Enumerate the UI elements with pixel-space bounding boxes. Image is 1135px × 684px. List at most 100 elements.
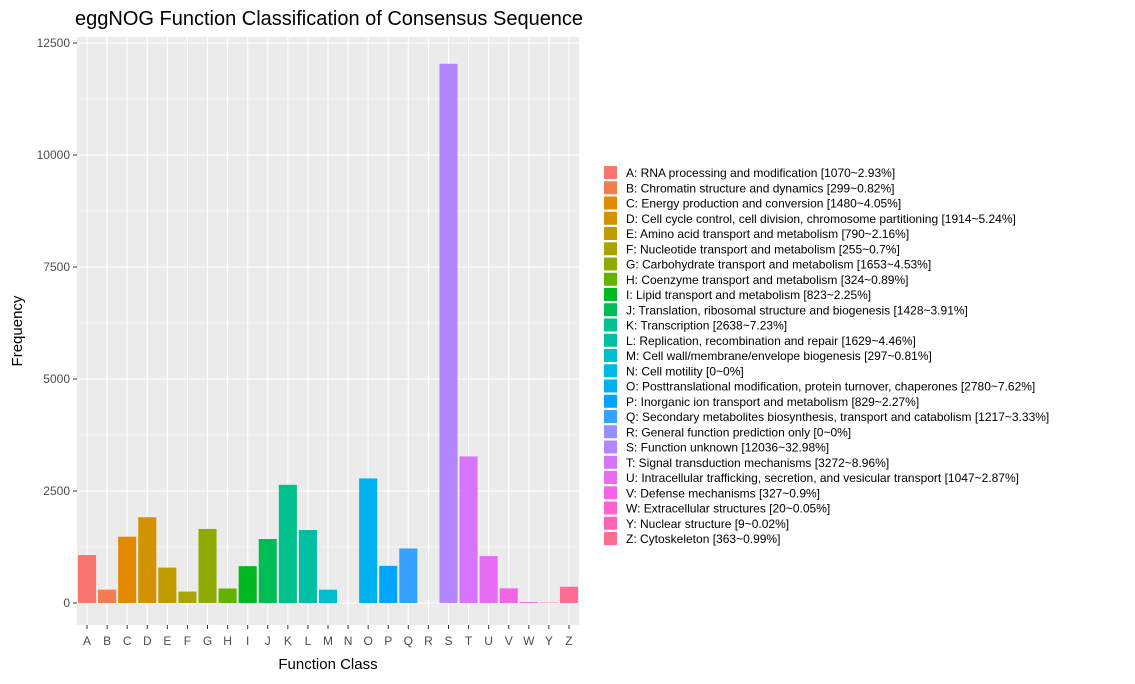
legend-swatch: [604, 455, 617, 469]
legend-swatch: [604, 242, 617, 256]
bar-M: [318, 589, 338, 603]
legend-swatch: [604, 410, 617, 423]
x-tick-label: T: [465, 634, 473, 648]
legend-label: S: Function unknown [12036~32.98%]: [626, 441, 829, 455]
legend-swatch: [604, 471, 617, 484]
x-tick-label: U: [484, 634, 493, 648]
legend-label: Y: Nuclear structure [9~0.02%]: [626, 517, 789, 531]
legend-swatch: [604, 318, 617, 332]
legend-swatch: [604, 227, 617, 240]
x-tick-label: Z: [565, 634, 572, 648]
x-tick-label: O: [363, 634, 372, 648]
bar-I: [238, 566, 257, 603]
bar-D: [138, 517, 157, 603]
bar-L: [298, 530, 317, 603]
legend-swatch: [604, 379, 617, 393]
y-tick-label: 12500: [37, 36, 71, 50]
legend: A: RNA processing and modification [1070…: [604, 166, 1049, 546]
x-tick-label: N: [344, 634, 353, 648]
legend-swatch: [604, 501, 617, 515]
bar-E: [158, 567, 177, 603]
legend-label: E: Amino acid transport and metabolism […: [626, 227, 909, 241]
x-tick-label: D: [143, 634, 152, 648]
legend-label: T: Signal transduction mechanisms [3272~…: [626, 456, 889, 470]
x-tick-label: M: [323, 634, 333, 648]
legend-swatch: [604, 364, 617, 378]
x-tick-label: V: [505, 634, 513, 648]
legend-swatch: [604, 166, 617, 179]
legend-label: W: Extracellular structures [20~0.05%]: [626, 502, 830, 516]
x-tick-label: Y: [545, 634, 553, 648]
legend-swatch: [604, 516, 617, 530]
y-tick-label: 7500: [43, 260, 70, 274]
legend-swatch: [604, 288, 617, 301]
legend-swatch: [604, 333, 617, 347]
legend-swatch: [604, 196, 617, 210]
x-tick-label: W: [523, 634, 535, 648]
legend-label: B: Chromatin structure and dynamics [299…: [626, 181, 894, 195]
x-tick-label: I: [246, 634, 249, 648]
bar-G: [198, 528, 217, 603]
bar-J: [258, 539, 277, 603]
bar-S: [439, 63, 458, 603]
legend-label: V: Defense mechanisms [327~0.9%]: [626, 486, 820, 500]
bars: [78, 63, 578, 603]
bar-U: [479, 556, 498, 603]
bar-Z: [559, 586, 578, 603]
bar-B: [98, 589, 117, 603]
bar-Q: [399, 548, 418, 603]
y-axis: 0 2500 5000 7500 10000 12500: [37, 36, 77, 610]
bar-W: [519, 602, 538, 603]
legend-label: D: Cell cycle control, cell division, ch…: [626, 212, 1016, 226]
y-axis-title: Frequency: [9, 295, 26, 366]
bar-H: [218, 588, 237, 603]
x-tick-label: R: [424, 634, 433, 648]
legend-label: C: Energy production and conversion [148…: [626, 197, 901, 211]
legend-swatch: [604, 486, 617, 500]
legend-label: M: Cell wall/membrane/envelope biogenesi…: [626, 349, 932, 363]
x-tick-label: H: [223, 634, 232, 648]
y-tick-label: 0: [63, 596, 70, 610]
y-tick-label: 10000: [37, 148, 71, 162]
legend-swatch: [604, 181, 617, 195]
x-tick-label: K: [284, 634, 292, 648]
x-tick-label: L: [305, 634, 312, 648]
bar-F: [178, 591, 197, 603]
legend-label: P: Inorganic ion transport and metabolis…: [626, 395, 919, 409]
legend-label: A: RNA processing and modification [1070…: [626, 166, 895, 180]
legend-label: J: Translation, ribosomal structure and …: [626, 303, 968, 317]
bar-C: [118, 536, 137, 603]
bar-K: [278, 484, 297, 603]
legend-label: L: Replication, recombination and repair…: [626, 334, 916, 348]
legend-swatch: [604, 272, 617, 286]
grid-lines: [77, 37, 579, 625]
y-tick-label: 2500: [43, 484, 70, 498]
bar-P: [379, 565, 398, 603]
chart-title: eggNOG Function Classification of Consen…: [75, 8, 583, 30]
legend-swatch: [604, 349, 617, 362]
bar-A: [78, 555, 97, 603]
legend-swatch: [604, 425, 617, 439]
legend-label: U: Intracellular trafficking, secretion,…: [626, 471, 1019, 485]
legend-label: O: Posttranslational modification, prote…: [626, 380, 1035, 394]
legend-label: H: Coenzyme transport and metabolism [32…: [626, 273, 908, 287]
legend-label: Q: Secondary metabolites biosynthesis, t…: [626, 410, 1049, 424]
x-tick-label: S: [444, 634, 452, 648]
bar-V: [499, 588, 518, 603]
legend-swatch: [604, 211, 617, 225]
legend-swatch: [604, 303, 617, 317]
x-tick-label: Q: [404, 634, 413, 648]
x-tick-label: F: [184, 634, 191, 648]
legend-swatch: [604, 440, 617, 454]
x-tick-label: A: [83, 634, 91, 648]
x-tick-label: J: [265, 634, 271, 648]
legend-label: I: Lipid transport and metabolism [823~2…: [626, 288, 871, 302]
x-tick-label: B: [103, 634, 111, 648]
legend-swatch: [604, 532, 617, 545]
legend-label: F: Nucleotide transport and metabolism […: [626, 242, 900, 256]
bar-T: [459, 456, 478, 603]
legend-label: Z: Cytoskeleton [363~0.99%]: [626, 532, 780, 546]
x-tick-label: E: [163, 634, 171, 648]
